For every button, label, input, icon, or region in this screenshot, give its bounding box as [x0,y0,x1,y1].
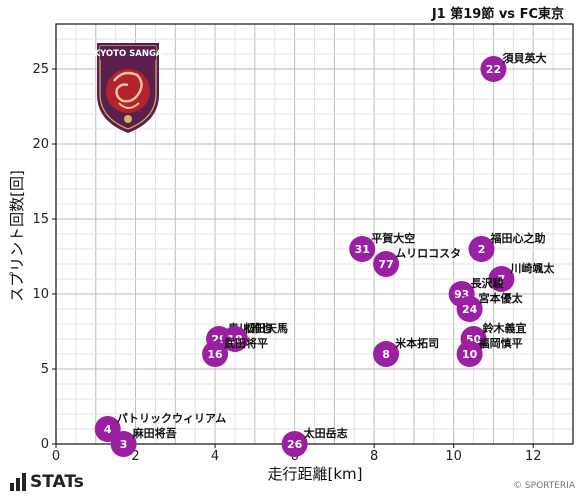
y-tick-label: 15 [32,212,49,227]
point-name: 宮本優太 [479,291,524,305]
x-tick-label: 2 [131,449,139,464]
point-name: 川崎颯太 [509,261,555,275]
point-name: 平賀大空 [371,231,415,245]
data-point: 8 米本拓司 [373,336,439,367]
point-name: 麻田将吾 [132,426,177,440]
point-name: 福田心之助 [490,231,546,245]
match-title: J1 第19節 vs FC東京 [431,6,564,22]
y-tick-labels: 0 5 10 15 20 25 [32,62,49,452]
point-number: 24 [462,303,478,316]
point-name: 福岡慎平 [478,336,523,350]
point-name: パトリックウィリアム [117,412,227,425]
y-tick-label: 10 [32,287,49,302]
point-marker [373,251,400,277]
team-crest-icon: KYOTO SANGA [93,43,163,133]
point-marker [281,431,308,457]
point-name: 須貝英大 [501,51,546,65]
point-marker [456,341,483,367]
point-name: 長沢駿 [471,276,505,290]
point-name: 武田将平 [224,336,268,350]
x-axis-title: 走行距離[km] [267,465,362,483]
plot-frame [55,23,574,445]
point-number: 8 [382,348,390,361]
point-marker [349,236,376,262]
x-tick-label: 10 [445,449,462,464]
y-tick-label: 25 [32,62,49,77]
point-number: 26 [287,438,303,451]
point-marker [110,431,137,457]
y-tick-label: 5 [41,362,49,377]
data-point: 3 麻田将吾 [110,426,177,457]
point-number: 18 [227,333,242,346]
point-number: 22 [486,63,501,76]
point-marker [468,236,495,262]
point-marker [480,56,507,82]
brand-name: STATs [30,472,84,492]
point-number: 31 [355,243,370,256]
point-number: 10 [462,348,478,361]
point-name: 松田天馬 [244,321,288,335]
point-number: 3 [120,438,128,451]
copyright-credit: © SPORTERIA [513,481,575,491]
point-number: 16 [207,348,223,361]
stats-brand: STATs [10,472,84,492]
x-tick-label: 8 [370,449,378,464]
x-tick-label: 4 [211,449,219,464]
point-marker [202,341,229,367]
point-number: 2 [478,243,486,256]
y-tick-label: 20 [32,137,49,152]
point-number: 4 [104,423,112,436]
point-marker [373,341,400,367]
data-points: 22須貝英大2福田心之助31平賀大空77ムリロコスタ7川崎颯太93長沢駿24宮本… [94,51,555,457]
team-logo-text: KYOTO SANGA [93,49,162,59]
point-marker [221,326,248,352]
x-tick-label: 0 [52,449,60,464]
point-marker [456,296,483,322]
bar-chart-icon [10,473,26,491]
x-tick-label: 12 [525,449,542,464]
point-marker [488,266,515,292]
data-point: 2 福田心之助 [468,231,546,262]
y-axis-title: スプリント回数[回] [8,170,26,302]
point-name: 米本拓司 [394,336,439,350]
point-name: 鈴木義宜 [483,321,527,335]
y-tick-label: 0 [41,437,49,452]
point-name: ムリロコスタ [395,247,461,260]
point-number: 77 [378,258,393,271]
point-number: 7 [498,273,506,286]
point-name: 太田岳志 [303,426,348,440]
